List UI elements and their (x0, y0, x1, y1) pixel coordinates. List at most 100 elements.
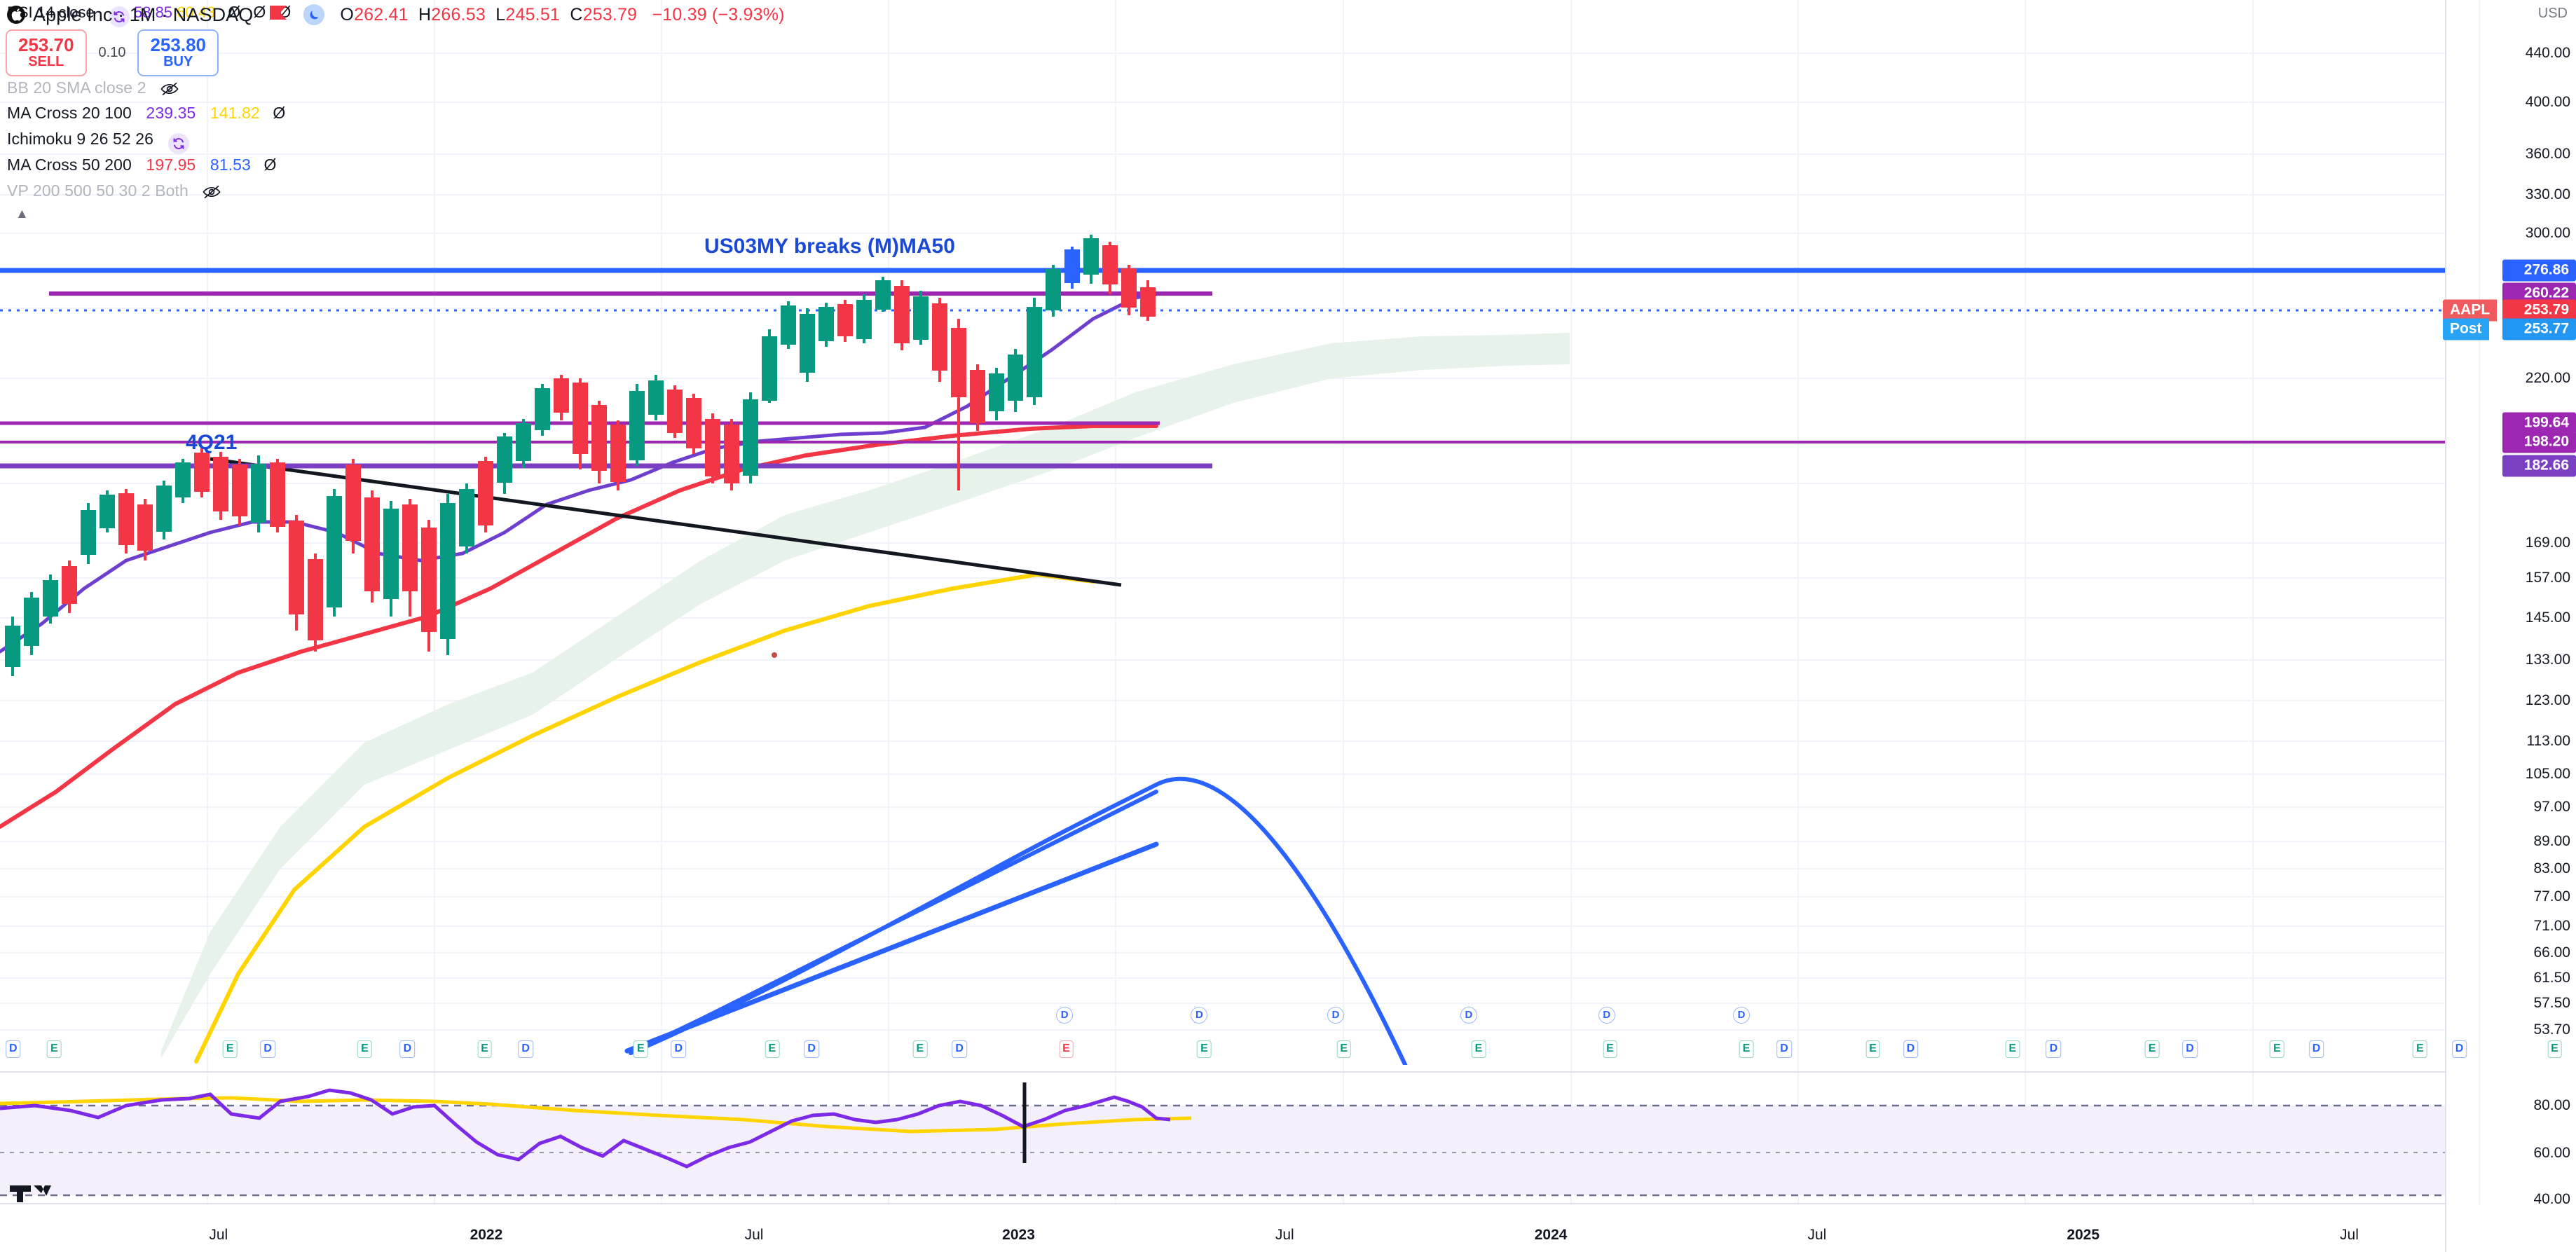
earnings-marker[interactable]: E (912, 1040, 928, 1058)
dividend-marker-circle[interactable]: D (1733, 1007, 1751, 1024)
earnings-marker[interactable]: E (1197, 1040, 1212, 1058)
tradingview-logo-icon[interactable] (10, 1178, 53, 1207)
earnings-marker[interactable]: E (2412, 1040, 2427, 1058)
earnings-marker[interactable]: E (477, 1040, 492, 1058)
sell-price: 253.70 (18, 34, 74, 55)
annotation-4q21[interactable]: 4Q21 (186, 431, 238, 454)
dividend-marker[interactable]: D (2046, 1040, 2062, 1058)
dividend-marker[interactable]: D (518, 1040, 533, 1058)
price-level-tag[interactable]: 199.64 (2502, 412, 2576, 434)
time-tick: 2022 (470, 1227, 503, 1243)
earnings-marker[interactable]: E (1603, 1040, 1617, 1058)
spread-value: 0.10 (98, 44, 126, 60)
dividend-marker[interactable]: D (5, 1040, 21, 1058)
earnings-marker[interactable]: E (2144, 1040, 2160, 1058)
moon-post-market-icon[interactable] (303, 4, 325, 25)
price-tag-side-label: AAPL (2443, 299, 2498, 322)
null-value-icon: Ø (263, 156, 277, 174)
current-price-tag[interactable]: 253.77 (2502, 318, 2576, 340)
dividend-marker[interactable]: D (399, 1040, 416, 1058)
indicator-row-bb[interactable]: BB 20 SMA close 2 (7, 78, 179, 100)
symbol-title[interactable]: Apple Inc · 1M · NASDAQ (33, 4, 254, 25)
horizontal-gridlines (0, 53, 2446, 1031)
chart-legend: Apple Inc · 1M · NASDAQ O262.41 H266.53 … (0, 0, 785, 29)
price-tick: 330.00 (2525, 186, 2570, 202)
dividend-marker[interactable]: D (671, 1040, 686, 1058)
ohlc-high-value: 266.53 (431, 4, 486, 25)
earnings-marker[interactable]: E (47, 1040, 62, 1058)
indicator-row-ichimoku[interactable]: Ichimoku 9 26 52 26 (7, 130, 189, 154)
chart-dot-marker (772, 652, 777, 658)
earnings-marker[interactable]: E (222, 1040, 238, 1058)
price-level-tag[interactable]: 198.20 (2502, 431, 2576, 453)
dividend-marker-circle[interactable]: D (1056, 1007, 1074, 1024)
dividend-marker-circle[interactable]: D (1191, 1007, 1208, 1024)
collapse-legend-arrow-icon[interactable]: ▲ (15, 207, 29, 221)
earnings-marker[interactable]: E (1739, 1040, 1754, 1058)
buy-button[interactable]: 253.80 BUY (137, 29, 219, 76)
earnings-marker[interactable]: E (2269, 1040, 2284, 1058)
price-tick: 157.00 (2525, 570, 2570, 586)
time-tick: 2025 (2067, 1227, 2100, 1243)
indicator-value-ma20: 239.35 (146, 104, 196, 122)
current-price-tag[interactable]: 253.79 (2502, 299, 2576, 322)
ma100-line (194, 572, 1095, 1064)
refresh-circle-icon[interactable] (108, 6, 130, 27)
price-level-tag[interactable]: 276.86 (2502, 259, 2576, 282)
red-flag-icon[interactable] (270, 4, 288, 25)
dividend-marker[interactable]: D (2451, 1040, 2467, 1058)
price-level-tag[interactable]: 182.66 (2502, 455, 2576, 477)
price-tick: 71.00 (2533, 918, 2570, 934)
indicator-name-vp: VP 200 500 50 30 2 Both (7, 181, 189, 200)
earnings-marker[interactable]: E (357, 1040, 372, 1058)
symbol-header-row[interactable]: Apple Inc · 1M · NASDAQ O262.41 H266.53 … (0, 0, 785, 29)
indicator-name-bb: BB 20 SMA close 2 (7, 78, 146, 97)
ma200-line-visible (629, 790, 1158, 1055)
earnings-marker[interactable]: E (1865, 1040, 1880, 1058)
indicator-name-ma-cross-50-200: MA Cross 50 200 (7, 156, 132, 174)
earnings-marker[interactable]: E (1471, 1040, 1486, 1058)
event-markers-row: DEEDEDEDEDEDEDDEDEDEDEDEDEDEDEDEDEDEDEDE… (0, 1007, 2562, 1064)
earnings-marker[interactable]: E (2547, 1040, 2562, 1058)
dividend-marker[interactable]: D (804, 1040, 819, 1058)
ohlc-values: O262.41 H266.53 L245.51 C253.79 −10.39 (… (340, 5, 784, 25)
dividend-marker-circle[interactable]: D (1460, 1007, 1477, 1024)
price-tick: 83.00 (2533, 860, 2570, 876)
descending-trendline (210, 457, 1122, 587)
dividend-marker[interactable]: D (260, 1040, 275, 1058)
indicator-name-ma-cross-20-100: MA Cross 20 100 (7, 104, 132, 122)
dividend-marker[interactable]: D (952, 1040, 967, 1058)
hidden-eye-icon[interactable] (160, 81, 179, 100)
rsi-scale-tick: 60.00 (2533, 1145, 2570, 1161)
indicator-row-ma-cross-50-200[interactable]: MA Cross 50 200 197.95 81.53 Ø (7, 156, 276, 174)
buy-label: BUY (163, 54, 193, 70)
earnings-marker[interactable]: E (2005, 1040, 2020, 1058)
hidden-eye-icon[interactable] (203, 184, 221, 203)
indicator-value-ma200: 81.53 (210, 156, 251, 174)
dividend-marker[interactable]: D (2182, 1040, 2198, 1058)
dividend-marker[interactable]: D (1776, 1040, 1792, 1058)
dividend-marker[interactable]: D (2308, 1040, 2324, 1058)
price-tick: 220.00 (2525, 370, 2570, 386)
refresh-circle-icon[interactable] (167, 133, 189, 154)
dividend-marker-circle[interactable]: D (1327, 1007, 1344, 1024)
indicator-row-ma-cross-20-100[interactable]: MA Cross 20 100 239.35 141.82 Ø (7, 104, 285, 123)
annotation-us03my[interactable]: US03MY breaks (M)MA50 (704, 235, 955, 258)
indicator-row-vp[interactable]: VP 200 500 50 30 2 Both (7, 181, 221, 203)
earnings-marker-negative[interactable]: E (1059, 1040, 1074, 1058)
earnings-marker[interactable]: E (765, 1040, 780, 1058)
ma50-line (0, 424, 1158, 829)
null-value-icon: Ø (273, 104, 286, 122)
price-scale[interactable]: USD 440.00400.00360.00330.00300.00240.00… (2443, 0, 2576, 1252)
sell-button[interactable]: 253.70 SELL (6, 29, 87, 76)
ohlc-high-label: H (418, 4, 432, 25)
dividend-marker[interactable]: D (1903, 1040, 1919, 1058)
price-tick: 145.00 (2525, 610, 2570, 626)
earnings-marker[interactable]: E (633, 1040, 648, 1058)
earnings-marker[interactable]: E (1336, 1040, 1352, 1058)
rsi-ma-value: 60.43 (177, 4, 216, 21)
currency-label: USD (2537, 6, 2568, 21)
time-scale[interactable]: Jul2022Jul2023Jul2024Jul2025Jul2026Jul20… (0, 1220, 2446, 1252)
dividend-marker-circle[interactable]: D (1598, 1007, 1615, 1024)
